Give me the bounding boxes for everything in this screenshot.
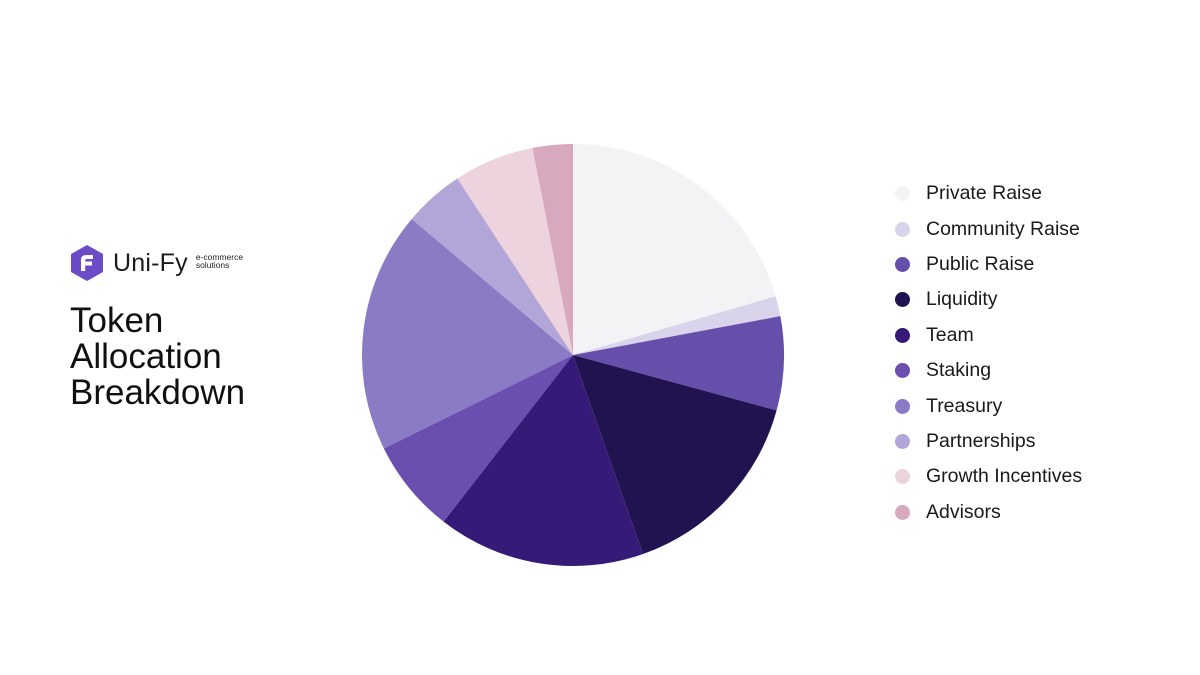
legend-label-advisors: Advisors — [926, 500, 1001, 523]
legend-label-public-raise: Public Raise — [926, 252, 1035, 275]
pie-slice-public-raise — [573, 316, 785, 411]
legend-label-partnerships: Partnerships — [926, 429, 1036, 452]
legend-swatch-advisors — [895, 504, 910, 520]
legend-item-partnerships: Partnerships — [895, 424, 1082, 459]
legend-swatch-treasury — [895, 398, 910, 414]
brand-name: Uni-Fy — [113, 248, 188, 277]
brand-tagline-line2: solutions — [195, 260, 230, 270]
legend-swatch-public-raise — [895, 256, 910, 272]
pie-slice-team — [443, 355, 644, 567]
legend-label-team: Team — [926, 323, 974, 346]
brand-tagline: e-commerce solutions — [195, 252, 244, 270]
legend-item-community-raise: Community Raise — [895, 211, 1082, 246]
legend-label-treasury: Treasury — [926, 394, 1003, 417]
legend-item-advisors: Advisors — [895, 495, 1082, 530]
legend-swatch-private-raise — [895, 186, 910, 202]
brand-tagline-line1: e-commerce — [195, 252, 244, 262]
legend-item-staking: Staking — [895, 353, 1082, 388]
legend-label-community-raise: Community Raise — [926, 217, 1080, 240]
pie-slice-growth-incentives — [457, 147, 573, 355]
legend-item-private-raise: Private Raise — [895, 176, 1082, 211]
pie-slice-partnerships — [411, 178, 573, 355]
legend-swatch-growth-incentives — [895, 469, 910, 485]
legend-label-growth-incentives: Growth Incentives — [926, 465, 1083, 488]
pie-slice-private-raise — [573, 144, 776, 355]
pie-slice-liquidity — [573, 355, 777, 555]
page-title-line1: Token — [70, 301, 164, 340]
chart-legend: Private Raise Community Raise Public Raise… — [895, 176, 1082, 530]
page-title-line3: Breakdown — [70, 373, 246, 412]
legend-item-growth-incentives: Growth Incentives — [895, 459, 1082, 494]
legend-swatch-staking — [895, 363, 910, 379]
page-title-line2: Allocation — [70, 337, 222, 376]
legend-swatch-team — [895, 327, 910, 343]
pie-slice-advisors — [532, 144, 573, 355]
pie-slice-community-raise — [573, 296, 781, 355]
legend-swatch-partnerships — [895, 433, 910, 449]
legend-label-staking: Staking — [926, 359, 992, 382]
legend-swatch-liquidity — [895, 292, 910, 308]
pie-slice-staking — [383, 355, 573, 522]
brand: Uni-Fy e-commerce solutions — [69, 244, 243, 282]
legend-label-private-raise: Private Raise — [926, 182, 1042, 205]
legend-label-liquidity: Liquidity — [926, 288, 998, 311]
pie-slice-treasury — [361, 218, 573, 449]
legend-item-liquidity: Liquidity — [895, 282, 1082, 317]
legend-item-treasury: Treasury — [895, 388, 1082, 423]
legend-item-public-raise: Public Raise — [895, 247, 1082, 282]
page-title: Token Allocation Breakdown — [70, 303, 330, 411]
legend-swatch-community-raise — [895, 221, 910, 237]
legend-item-team: Team — [895, 318, 1082, 353]
hexagon-f-logo-icon — [71, 245, 103, 281]
